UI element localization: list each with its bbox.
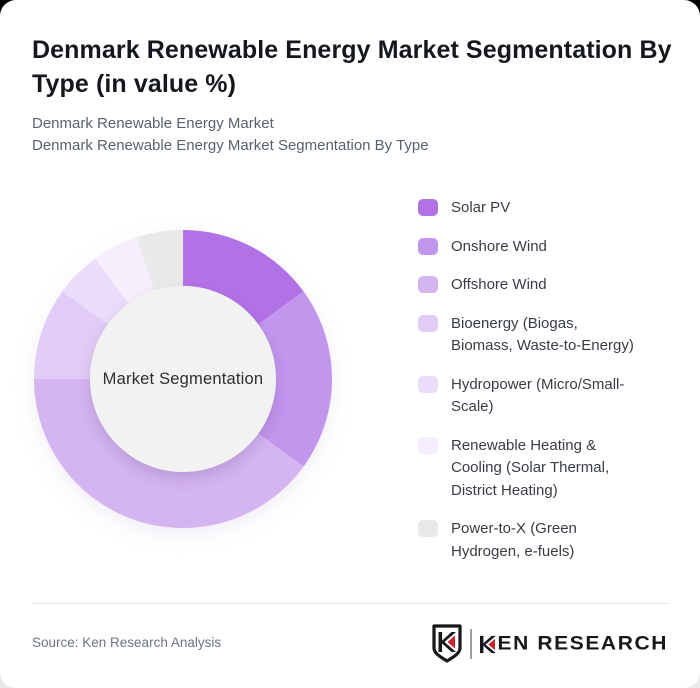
footer-divider <box>32 603 668 604</box>
legend-label: Bioenergy (Biogas, Biomass, Waste-to-Ene… <box>451 314 634 355</box>
donut-segment-0 <box>183 230 304 325</box>
source-note: Source: Ken Research Analysis <box>32 635 222 650</box>
legend-label: Onshore Wind <box>451 237 547 255</box>
subtitle-line-1: Denmark Renewable Energy Market <box>32 115 274 132</box>
donut-ring <box>34 230 332 528</box>
logo-wordmark: EN RESEARCH <box>479 632 668 655</box>
legend-label: Hydropower (Micro/Small-Scale) <box>451 375 625 416</box>
legend-swatch <box>418 237 438 255</box>
legend-item-2: Offshore Wind <box>418 274 634 297</box>
legend-label: Offshore Wind <box>451 276 547 293</box>
donut-center-label: Market Segmentation <box>102 369 264 388</box>
legend-swatch <box>418 314 438 332</box>
ken-research-logo: EN RESEARCH <box>431 623 668 665</box>
chart-legend: Solar PV Onshore Wind Offshore Wind Bioener… <box>418 197 634 563</box>
legend-swatch <box>418 276 438 293</box>
legend-label: Renewable Heating & Cooling (Solar Therm… <box>451 436 610 499</box>
donut-segment-1 <box>258 291 332 467</box>
legend-item-4: Hydropower (Micro/Small-Scale) <box>418 374 634 419</box>
donut-segment-3 <box>34 291 108 379</box>
chart-subtitles: Denmark Renewable Energy Market Denmark … <box>32 113 652 157</box>
legend-swatch <box>418 436 438 454</box>
logo-divider <box>469 629 472 659</box>
logo-rest-text: EN RESEARCH <box>497 632 668 655</box>
donut-chart: Market Segmentation <box>34 230 332 528</box>
logo-k-icon <box>479 635 496 653</box>
donut-hole: Market Segmentation <box>90 286 276 472</box>
donut-segment-2 <box>34 379 304 528</box>
donut-segment-4 <box>62 258 129 325</box>
legend-item-3: Bioenergy (Biogas, Biomass, Waste-to-Ene… <box>418 313 634 358</box>
subtitle-line-2: Denmark Renewable Energy Market Segmenta… <box>32 137 429 154</box>
legend-item-1: Onshore Wind <box>418 236 634 259</box>
legend-item-5: Renewable Heating & Cooling (Solar Therm… <box>418 435 634 503</box>
page-title: Denmark Renewable Energy Market Segmenta… <box>32 36 672 98</box>
donut-segment-5 <box>95 237 155 304</box>
legend-swatch <box>418 199 438 216</box>
legend-item-0: Solar PV <box>418 197 634 220</box>
logo-shield-icon <box>431 624 462 663</box>
legend-swatch <box>418 520 438 537</box>
legend-item-6: Power-to-X (Green Hydrogen, e-fuels) <box>418 518 634 563</box>
legend-label: Power-to-X (Green Hydrogen, e-fuels) <box>451 520 577 560</box>
legend-label: Solar PV <box>451 199 511 216</box>
donut-segment-6 <box>136 230 183 291</box>
legend-swatch <box>418 375 438 393</box>
